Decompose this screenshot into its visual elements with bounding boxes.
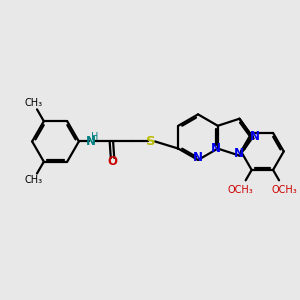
Text: N: N bbox=[193, 151, 203, 164]
Text: OCH₃: OCH₃ bbox=[272, 185, 297, 195]
Text: N: N bbox=[85, 135, 96, 148]
Text: N: N bbox=[250, 130, 260, 143]
Text: S: S bbox=[146, 135, 156, 148]
Text: CH₃: CH₃ bbox=[24, 98, 42, 108]
Text: N: N bbox=[212, 142, 221, 155]
Text: N: N bbox=[234, 147, 244, 160]
Text: CH₃: CH₃ bbox=[24, 175, 42, 185]
Text: H: H bbox=[92, 133, 99, 142]
Text: OCH₃: OCH₃ bbox=[227, 185, 253, 195]
Text: O: O bbox=[107, 155, 118, 169]
